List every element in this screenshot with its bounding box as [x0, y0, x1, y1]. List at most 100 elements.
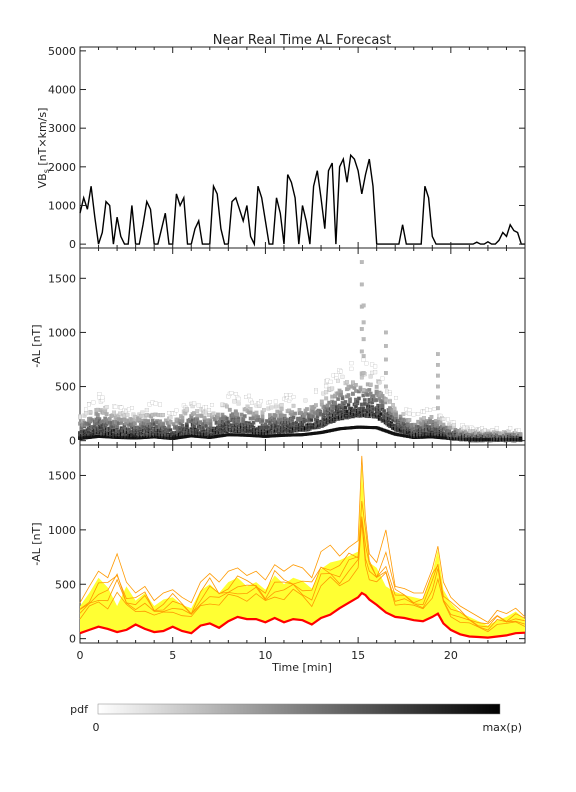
panel-middle-ylabel: -AL [nT] — [30, 324, 43, 367]
forecast-median-line — [79, 591, 526, 639]
pdf-cell — [357, 396, 361, 401]
pdf-cell — [336, 397, 340, 401]
pdf-cell — [324, 396, 329, 401]
pdf-cell — [351, 380, 355, 385]
pdf-cell — [380, 376, 385, 381]
forecast-envelope-line — [79, 455, 526, 623]
pdf-cell — [392, 406, 397, 411]
pdf-cell — [346, 393, 351, 397]
pdf-cell — [130, 406, 134, 410]
forecast-envelope-line — [79, 518, 526, 631]
pdf-cell — [236, 396, 241, 401]
panel-top-frame — [79, 46, 526, 249]
pdf-cell — [245, 404, 250, 409]
pdf-cell — [262, 408, 266, 412]
pdf-cell — [441, 417, 446, 421]
pdf-peak-cell — [436, 373, 440, 378]
pdf-cell — [374, 384, 379, 389]
pdf-cell — [216, 412, 220, 417]
pdf-cell — [297, 408, 302, 412]
pdf-cell — [153, 401, 158, 406]
pdf-peak-cell — [384, 330, 388, 335]
pdf-cell — [291, 403, 296, 408]
pdf-cell — [446, 417, 450, 422]
pdf-cell — [247, 393, 252, 398]
pdf-cell — [273, 413, 278, 418]
vbs-series-line — [79, 153, 525, 247]
pdf-cell — [305, 407, 309, 411]
pdf-cell — [349, 361, 354, 366]
pdf-cell — [269, 405, 274, 410]
panel-bottom-xlabel: Time [min] — [271, 661, 332, 674]
pdf-cell — [354, 383, 358, 387]
pdf-cell — [167, 424, 171, 429]
pdf-cell — [254, 410, 259, 415]
pdf-cell — [273, 399, 278, 404]
pdf-cell — [273, 404, 278, 409]
y-tick-label: 1500 — [48, 469, 76, 482]
pdf-cell — [236, 418, 241, 423]
pdf-cell — [168, 420, 173, 424]
x-tick-label: 15 — [351, 649, 365, 662]
pdf-cell — [340, 396, 345, 401]
pdf-cell — [192, 401, 197, 406]
chart-title: Near Real Time AL Forecast — [213, 33, 392, 48]
pdf-cell — [112, 410, 117, 415]
pdf-cell — [518, 438, 523, 442]
x-tick-label: 20 — [444, 649, 458, 662]
pdf-cell — [184, 407, 189, 412]
pdf-cell — [95, 413, 100, 417]
pdf-cell — [351, 391, 355, 396]
pdf-cell — [364, 361, 369, 366]
x-tick-label: 5 — [169, 649, 176, 662]
pdf-cell — [104, 405, 109, 409]
pdf-cell — [517, 428, 521, 433]
y-tick-label: 5000 — [48, 45, 76, 58]
pdf-cell — [196, 403, 201, 408]
pdf-cell — [195, 409, 200, 413]
pdf-cell — [416, 412, 421, 416]
pdf-peak-cell — [436, 406, 440, 411]
pdf-cell — [78, 415, 82, 420]
pdf-peak-cell — [359, 260, 364, 264]
pdf-cell — [336, 378, 340, 383]
pdf-cell — [225, 404, 229, 409]
pdf-peak-cell — [436, 363, 440, 367]
panel-top-ylabel: VBs [nT×km/s] — [36, 108, 51, 189]
pdf-peak-cell — [436, 384, 440, 389]
y-tick-label: 0 — [69, 435, 76, 448]
x-tick-label: 0 — [77, 649, 84, 662]
pdf-cell — [284, 393, 289, 397]
colorbar-min-label: 0 — [93, 721, 100, 734]
pdf-cell — [225, 416, 229, 421]
pdf-cell — [373, 364, 378, 369]
pdf-cell — [367, 388, 372, 392]
pdf-cell — [97, 392, 102, 396]
pdf-cell — [168, 415, 173, 420]
pdf-cell — [497, 431, 502, 436]
pdf-cell — [259, 399, 263, 404]
panel-top: 0 1000 2000 3000 4000 5000 VBs [nT×km/s] — [36, 45, 526, 251]
pdf-peak-cell — [361, 354, 366, 358]
pdf-cell — [204, 410, 209, 415]
pdf-cell — [324, 390, 329, 395]
pdf-cell — [161, 413, 166, 417]
pdf-cell — [319, 399, 324, 404]
pdf-cell — [422, 416, 426, 420]
pdf-cell — [428, 408, 432, 412]
pdf-cell — [391, 403, 395, 407]
panel-bottom: 0 500 1000 1500 0 5 10 15 20 -AL [nT] Time [min] — [30, 444, 526, 674]
pdf-cell — [100, 395, 105, 400]
pdf-peak-cell — [384, 398, 388, 402]
pdf-cell — [235, 412, 240, 417]
pdf-peak-cell — [359, 349, 364, 354]
pdf-cell — [83, 407, 88, 412]
pdf-cell — [368, 374, 373, 379]
pdf-cell — [388, 400, 392, 404]
pdf-cell — [401, 412, 406, 416]
pdf-cell — [314, 389, 318, 394]
pdf-cell — [133, 421, 137, 426]
pdf-cell — [370, 362, 375, 367]
y-tick-label: 3000 — [48, 122, 76, 135]
